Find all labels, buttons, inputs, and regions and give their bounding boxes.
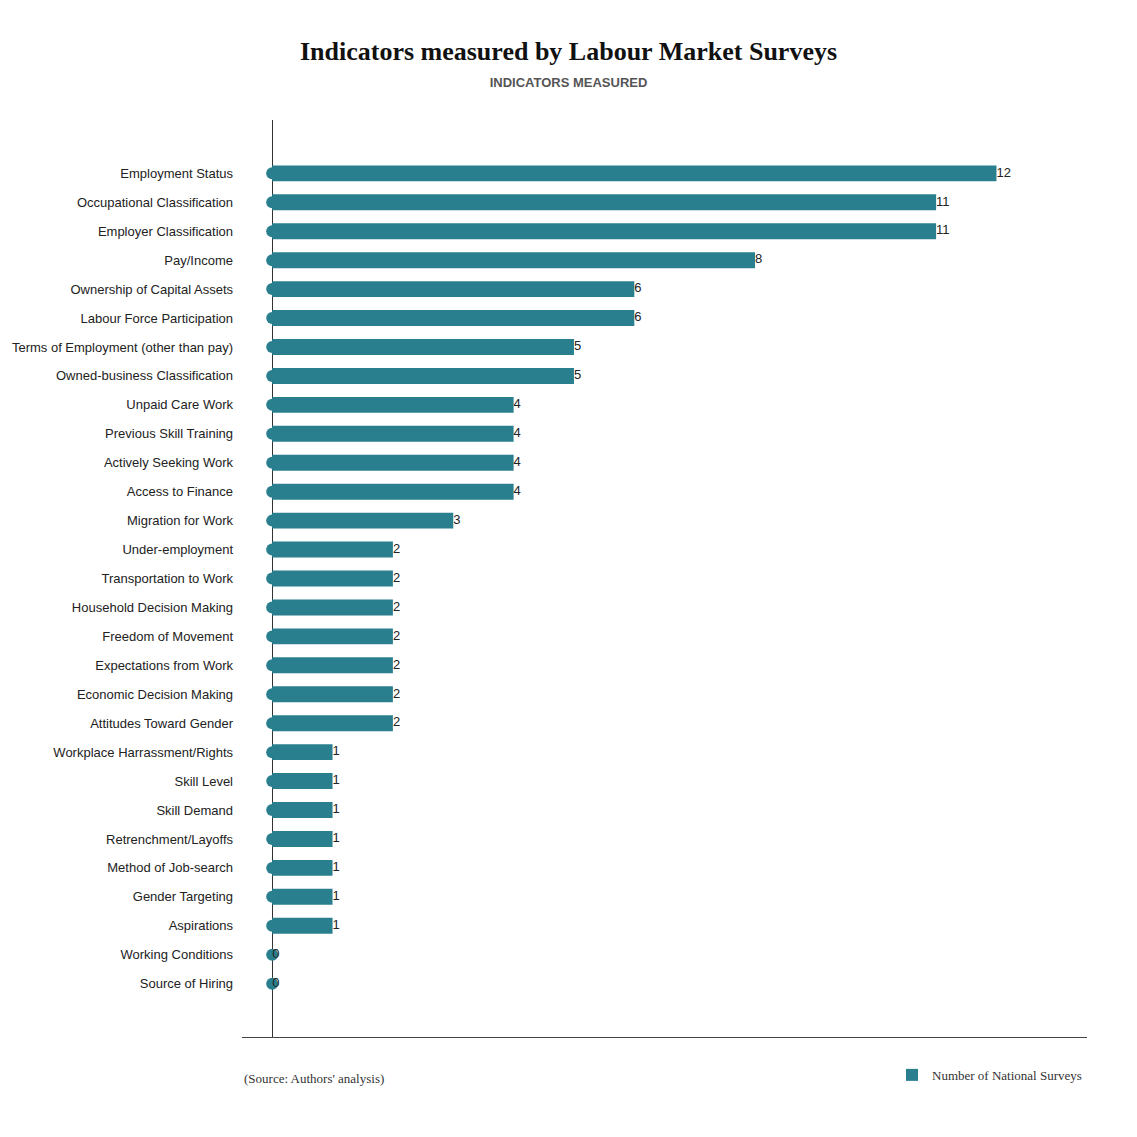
svg-text:Occupational Classification: Occupational Classification — [77, 195, 233, 210]
svg-text:1: 1 — [333, 888, 340, 903]
svg-text:1: 1 — [333, 859, 340, 874]
svg-text:0: 0 — [272, 975, 279, 990]
svg-text:1: 1 — [333, 772, 340, 787]
svg-text:2: 2 — [393, 599, 400, 614]
svg-text:Owned-business Classification: Owned-business Classification — [56, 368, 233, 383]
svg-text:2: 2 — [393, 657, 400, 672]
svg-text:2: 2 — [393, 686, 400, 701]
svg-text:Skill Demand: Skill Demand — [156, 803, 233, 818]
svg-text:INDICATORS MEASURED: INDICATORS MEASURED — [490, 75, 648, 90]
svg-text:Employment Status: Employment Status — [120, 166, 233, 181]
svg-text:1: 1 — [333, 830, 340, 845]
svg-text:Gender Targeting: Gender Targeting — [133, 889, 233, 904]
svg-text:11: 11 — [936, 222, 950, 237]
svg-text:Indicators measured by Labour: Indicators measured by Labour Market Sur… — [300, 37, 837, 66]
svg-text:1: 1 — [333, 801, 340, 816]
svg-text:Skill Level: Skill Level — [174, 774, 233, 789]
svg-text:Terms of Employment (other tha: Terms of Employment (other than pay) — [12, 340, 233, 355]
svg-text:12: 12 — [996, 165, 1010, 180]
svg-text:5: 5 — [574, 367, 581, 382]
svg-text:Source of Hiring: Source of Hiring — [140, 976, 233, 991]
svg-text:Unpaid Care Work: Unpaid Care Work — [126, 397, 233, 412]
svg-text:11: 11 — [936, 194, 950, 209]
svg-text:4: 4 — [514, 425, 521, 440]
svg-text:3: 3 — [453, 512, 460, 527]
svg-text:2: 2 — [393, 628, 400, 643]
svg-text:Working Conditions: Working Conditions — [121, 947, 234, 962]
svg-text:Actively Seeking Work: Actively Seeking Work — [104, 455, 234, 470]
svg-text:5: 5 — [574, 338, 581, 353]
svg-text:Workplace Harrassment/Rights: Workplace Harrassment/Rights — [53, 745, 233, 760]
svg-text:Employer Classification: Employer Classification — [98, 224, 233, 239]
svg-text:0: 0 — [272, 946, 279, 961]
svg-text:1: 1 — [333, 917, 340, 932]
svg-text:Transportation to Work: Transportation to Work — [102, 571, 234, 586]
svg-text:Household Decision Making: Household Decision Making — [72, 600, 233, 615]
svg-text:Method of Job-search: Method of Job-search — [107, 860, 233, 875]
svg-text:4: 4 — [514, 454, 521, 469]
svg-text:Access to Finance: Access to Finance — [127, 484, 233, 499]
svg-text:2: 2 — [393, 541, 400, 556]
svg-text:Number of National Surveys: Number of National Surveys — [932, 1068, 1082, 1083]
svg-text:Retrenchment/Layoffs: Retrenchment/Layoffs — [106, 832, 233, 847]
svg-text:Ownership of Capital Assets: Ownership of Capital Assets — [70, 282, 233, 297]
svg-text:Under-employment: Under-employment — [122, 542, 233, 557]
svg-text:Attitudes Toward Gender: Attitudes Toward Gender — [90, 716, 234, 731]
svg-text:Previous Skill Training: Previous Skill Training — [105, 426, 233, 441]
svg-text:4: 4 — [514, 483, 521, 498]
svg-text:Labour Force Participation: Labour Force Participation — [81, 311, 233, 326]
svg-text:8: 8 — [755, 251, 762, 266]
svg-text:Aspirations: Aspirations — [169, 918, 234, 933]
svg-text:Economic Decision Making: Economic Decision Making — [77, 687, 233, 702]
svg-text:Freedom of Movement: Freedom of Movement — [102, 629, 233, 644]
svg-text:6: 6 — [634, 309, 641, 324]
svg-text:2: 2 — [393, 714, 400, 729]
svg-text:Expectations from Work: Expectations from Work — [95, 658, 233, 673]
svg-text:1: 1 — [333, 743, 340, 758]
svg-text:(Source: Authors' analysis): (Source: Authors' analysis) — [244, 1071, 384, 1086]
svg-text:6: 6 — [634, 280, 641, 295]
svg-text:2: 2 — [393, 570, 400, 585]
svg-text:4: 4 — [514, 396, 521, 411]
svg-text:Pay/Income: Pay/Income — [164, 253, 233, 268]
svg-text:Migration for Work: Migration for Work — [127, 513, 233, 528]
